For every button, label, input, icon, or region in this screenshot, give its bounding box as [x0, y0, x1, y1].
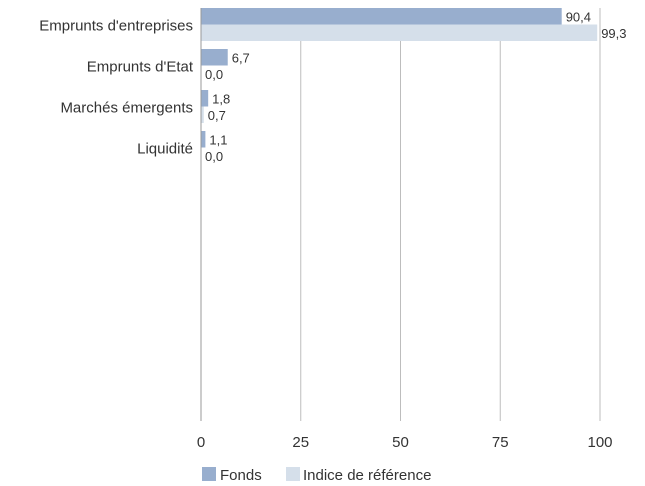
legend-swatch-indice-de-reference	[286, 467, 300, 481]
legend: Fonds Indice de référence	[202, 467, 431, 484]
data-label-fonds-marches-emergents: 1,8	[212, 92, 230, 107]
data-label-fonds-liquidite: 1,1	[209, 133, 227, 148]
data-label-fonds-emprunts-d-entreprises: 90,4	[566, 10, 591, 25]
bar-fonds-liquidite	[201, 131, 205, 148]
x-tick-label-50: 50	[392, 434, 409, 451]
category-labels: Emprunts d'entreprises Emprunts d'Etat Mar…	[39, 18, 194, 158]
bar-indice-de-reference-emprunts-d-entreprises	[201, 25, 597, 42]
data-label-indice-de-reference-emprunts-d-entreprises: 99,3	[601, 26, 626, 41]
x-tick-label-75: 75	[492, 434, 509, 451]
data-label-indice-de-reference-liquidite: 0,0	[205, 149, 223, 164]
legend-label-fonds: Fonds	[220, 467, 262, 484]
x-tick-label-25: 25	[292, 434, 309, 451]
data-label-indice-de-reference-marches-emergents: 0,7	[208, 108, 226, 123]
x-tick-label-0: 0	[197, 434, 205, 451]
legend-swatch-fonds	[202, 467, 216, 481]
gridlines	[301, 8, 600, 421]
x-axis-tick-labels: 0 25 50 75 100	[197, 434, 613, 451]
bar-fonds-emprunts-d-etat	[201, 49, 228, 66]
x-tick-label-100: 100	[587, 434, 612, 451]
category-label-marches-emergents: Marchés émergents	[60, 100, 193, 117]
category-label-emprunts-d-etat: Emprunts d'Etat	[87, 59, 194, 76]
category-label-liquidite: Liquidité	[137, 141, 193, 158]
bars	[201, 8, 597, 148]
category-label-emprunts-d-entreprises: Emprunts d'entreprises	[39, 18, 193, 35]
data-label-fonds-emprunts-d-etat: 6,7	[232, 51, 250, 66]
bar-fonds-emprunts-d-entreprises	[201, 8, 562, 25]
data-label-indice-de-reference-emprunts-d-etat: 0,0	[205, 67, 223, 82]
bar-fonds-marches-emergents	[201, 90, 208, 107]
legend-label-indice-de-reference: Indice de référence	[303, 467, 431, 484]
